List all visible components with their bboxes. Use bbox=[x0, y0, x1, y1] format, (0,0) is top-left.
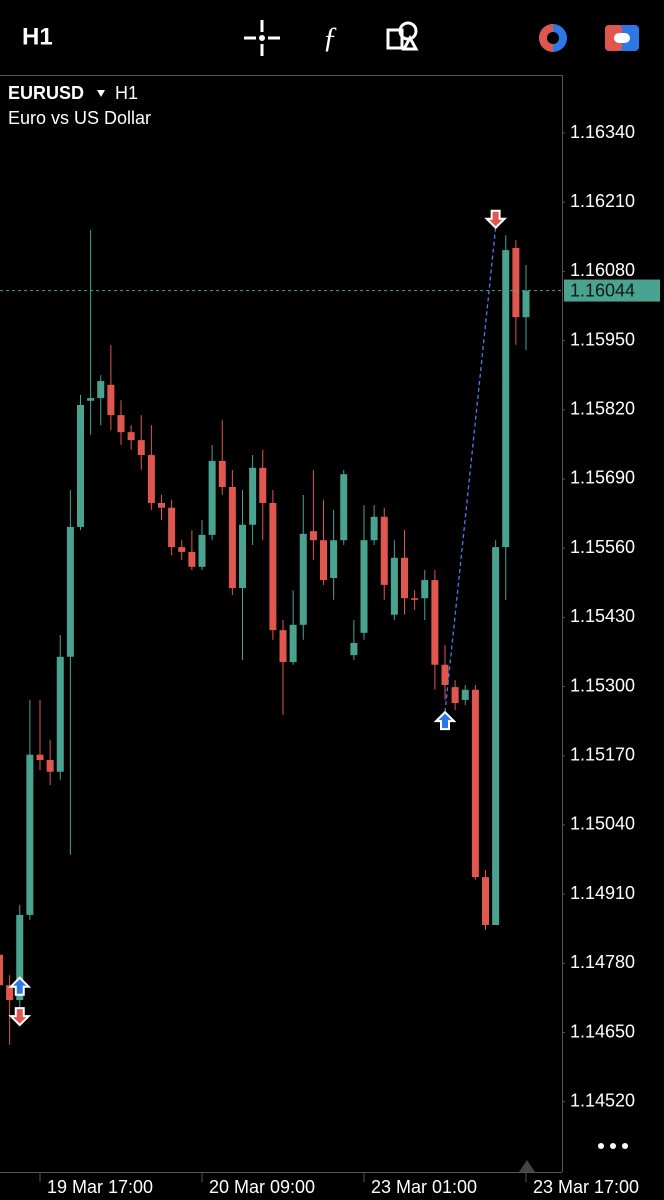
candle-body bbox=[512, 247, 520, 318]
candle-body bbox=[411, 598, 419, 600]
trade-marker bbox=[433, 710, 457, 731]
y-tick-label: 1.15950 bbox=[570, 329, 635, 349]
symbol-dropdown-icon[interactable] bbox=[97, 90, 105, 97]
candle-body bbox=[218, 460, 226, 487]
candle-body bbox=[522, 290, 530, 318]
account-icon[interactable] bbox=[605, 25, 639, 51]
y-tick-label: 1.15560 bbox=[570, 537, 635, 557]
candle-body bbox=[441, 664, 449, 685]
toolbar-timeframe[interactable]: H1 bbox=[22, 23, 53, 50]
current-price-label: 1.16044 bbox=[570, 280, 635, 300]
candle-body bbox=[26, 754, 34, 915]
objects-icon[interactable] bbox=[386, 21, 419, 51]
candle-body bbox=[350, 642, 358, 656]
trade-line bbox=[444, 227, 497, 713]
candle-body bbox=[309, 531, 317, 541]
candle-body bbox=[6, 985, 14, 1001]
current-price-box bbox=[564, 279, 660, 302]
candle-body bbox=[471, 689, 479, 878]
indicators-icon[interactable]: ƒ bbox=[323, 21, 338, 54]
y-tick-label: 1.14520 bbox=[570, 1090, 635, 1110]
candle-body bbox=[461, 689, 469, 700]
candle-body bbox=[198, 534, 206, 567]
candle-body bbox=[0, 954, 4, 986]
plot-area bbox=[0, 209, 562, 1045]
candle-body bbox=[66, 526, 74, 657]
candle-body bbox=[492, 547, 500, 926]
trade-icon[interactable] bbox=[539, 24, 567, 52]
candle-body bbox=[36, 754, 44, 761]
candle-body bbox=[46, 760, 54, 772]
y-tick-label: 1.15820 bbox=[570, 399, 635, 419]
y-tick-label: 1.14910 bbox=[570, 883, 635, 903]
y-tick-label: 1.16210 bbox=[570, 191, 635, 211]
candle-body bbox=[431, 580, 439, 665]
x-tick-label: 23 Mar 01:00 bbox=[371, 1177, 477, 1197]
candle-body bbox=[97, 381, 105, 399]
x-tick-label: 23 Mar 17:00 bbox=[533, 1177, 639, 1197]
candle-body bbox=[370, 516, 378, 541]
candle-body bbox=[330, 540, 338, 578]
candle-body bbox=[208, 460, 216, 535]
candle-body bbox=[360, 540, 368, 633]
candle-body bbox=[158, 502, 166, 508]
candle-body bbox=[117, 415, 125, 433]
symbol-description: Euro vs US Dollar bbox=[8, 108, 151, 128]
candle-body bbox=[188, 551, 196, 567]
candle-body bbox=[421, 580, 429, 599]
candle-body bbox=[228, 486, 236, 589]
candle-body bbox=[451, 687, 459, 704]
candle-body bbox=[299, 533, 307, 625]
scroll-end-icon[interactable] bbox=[519, 1160, 535, 1172]
y-tick-label: 1.15690 bbox=[570, 468, 635, 488]
candle-body bbox=[56, 656, 64, 772]
candle-body bbox=[178, 547, 186, 552]
candle-body bbox=[340, 474, 348, 541]
candle-body bbox=[380, 516, 388, 585]
candle-body bbox=[279, 630, 287, 663]
x-tick-label: 19 Mar 17:00 bbox=[47, 1177, 153, 1197]
candle-body bbox=[168, 507, 176, 548]
y-tick-label: 1.16080 bbox=[570, 260, 635, 280]
y-tick-label: 1.16340 bbox=[570, 122, 635, 142]
candle-body bbox=[502, 250, 510, 548]
y-tick-label: 1.15300 bbox=[570, 675, 635, 695]
symbol[interactable]: EURUSD bbox=[8, 83, 84, 103]
candle-body bbox=[107, 384, 115, 416]
y-tick-label: 1.14780 bbox=[570, 952, 635, 972]
candle-body bbox=[239, 524, 247, 589]
candle-body bbox=[16, 914, 24, 1001]
candle-body bbox=[87, 398, 95, 401]
trade-marker bbox=[8, 976, 32, 996]
candle-body bbox=[390, 557, 398, 615]
crosshair-icon[interactable] bbox=[244, 20, 280, 56]
candle-body bbox=[269, 502, 277, 631]
y-tick-label: 1.15170 bbox=[570, 745, 635, 765]
candle-body bbox=[482, 877, 490, 926]
trade-marker bbox=[484, 209, 508, 230]
x-tick-label: 20 Mar 09:00 bbox=[209, 1177, 315, 1197]
chart-timeframe: H1 bbox=[115, 83, 138, 103]
trade-marker bbox=[8, 1007, 32, 1027]
candle-body bbox=[137, 440, 145, 456]
y-tick-label: 1.15040 bbox=[570, 814, 635, 834]
candle-body bbox=[259, 467, 267, 503]
y-tick-label: 1.15430 bbox=[570, 606, 635, 626]
candle-body bbox=[320, 540, 328, 581]
candle-body bbox=[289, 624, 297, 663]
menu-icon[interactable] bbox=[598, 1143, 628, 1149]
candle-body bbox=[77, 405, 85, 527]
candle-body bbox=[401, 557, 409, 599]
candle-body bbox=[249, 467, 257, 525]
candle-body bbox=[147, 455, 155, 503]
y-tick-label: 1.14650 bbox=[570, 1021, 635, 1041]
candle-body bbox=[127, 432, 135, 441]
